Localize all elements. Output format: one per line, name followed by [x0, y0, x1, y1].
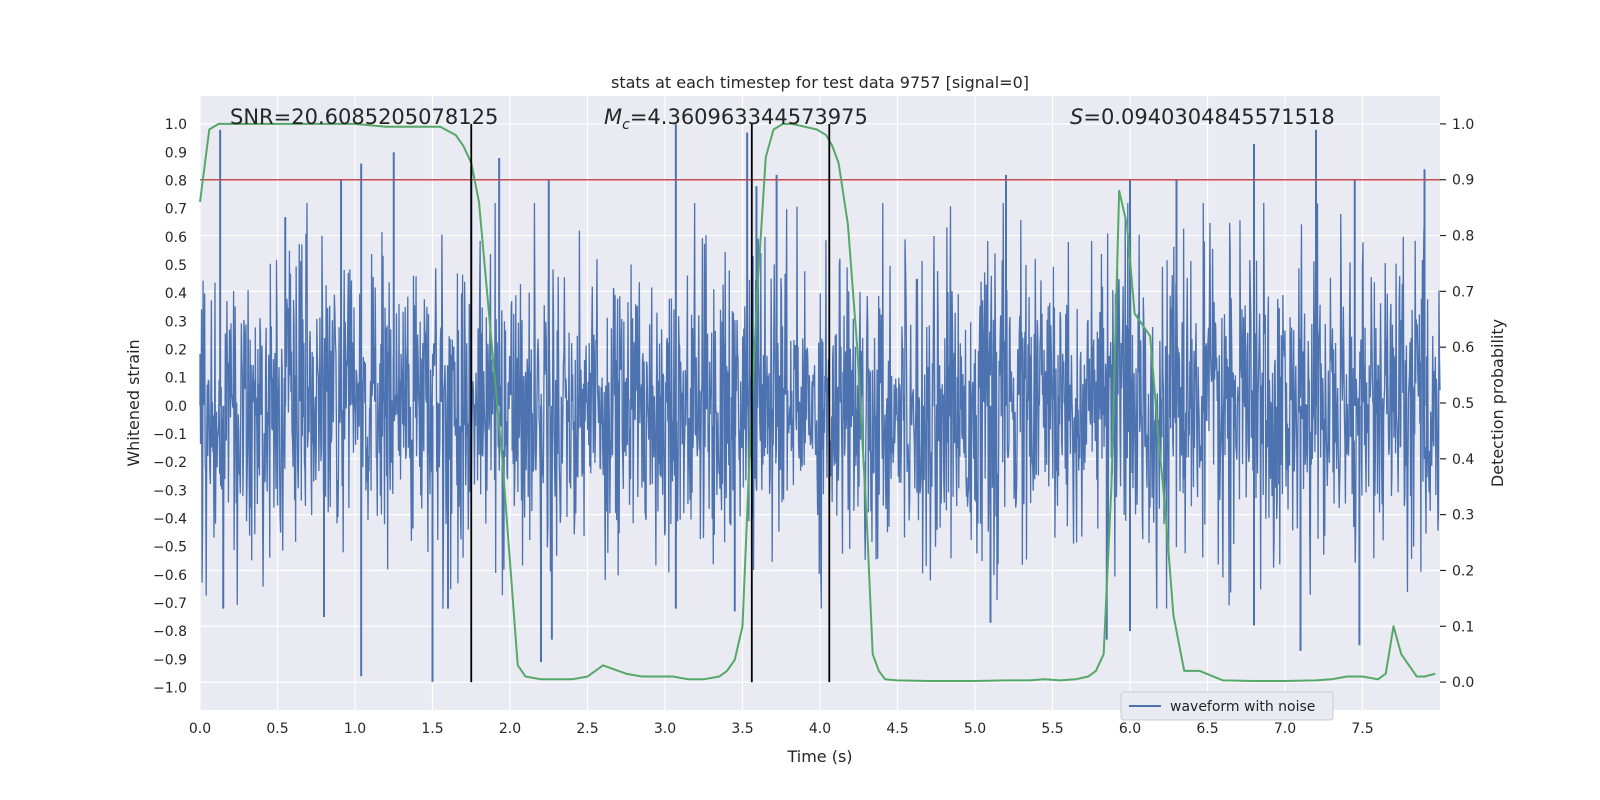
- x-tick-label-15: 7.5: [1351, 721, 1373, 737]
- s-annotation: S=0.0940304845571518: [1070, 105, 1335, 129]
- y-left-tick-label-19: −0.9: [153, 652, 187, 668]
- y-left-tick-label-1: 0.9: [165, 145, 187, 161]
- y-right-tick-label-10: 0.0: [1452, 675, 1474, 691]
- legend-box: [1120, 691, 1334, 721]
- y-left-tick-label-18: −0.8: [153, 624, 187, 640]
- chart-title: stats at each timestep for test data 975…: [611, 73, 1029, 92]
- y-left-tick-label-16: −0.6: [153, 568, 187, 584]
- waveform-noise-path: [199, 203, 1441, 609]
- y-left-tick-label-9: 0.1: [165, 371, 187, 387]
- x-axis-ticks: 0.0 0.5 1.0 1.5 2.0 2.5 3.0 3.5 4.0 4.5 5.0 5.5 6.0 6…: [189, 721, 1374, 737]
- chirp-mass-annotation: Mc=4.360963344573975: [604, 105, 868, 133]
- x-tick-label-8: 4.0: [809, 721, 831, 737]
- legend: waveform with noise: [1120, 691, 1334, 721]
- y-left-tick-label-15: −0.5: [153, 540, 187, 556]
- y-right-tick-label-5: 0.5: [1452, 396, 1474, 412]
- y-left-axis-ticks: 1.0 0.9 0.8 0.7 0.6 0.5 0.4 0.3 0.2 0.1 0.0 −0.1 −0.…: [153, 117, 187, 696]
- y-left-tick-label-10: 0.0: [165, 399, 187, 415]
- y-left-tick-label-6: 0.4: [165, 286, 187, 302]
- detection-probability-line: [199, 122, 1436, 682]
- y-right-tick-label-7: 0.3: [1452, 508, 1474, 524]
- legend-label-waveform: waveform with noise: [1170, 699, 1315, 715]
- x-tick-label-0: 0.0: [189, 721, 211, 737]
- x-tick-label-12: 6.0: [1119, 721, 1141, 737]
- y-left-tick-label-5: 0.5: [165, 258, 187, 274]
- y-right-tick-label-3: 0.7: [1452, 284, 1474, 300]
- y-left-tick-label-7: 0.3: [165, 314, 187, 330]
- y-right-axis-label: Detection probability: [1488, 319, 1507, 487]
- y-left-tick-label-20: −1.0: [153, 680, 187, 696]
- y-right-tick-label-8: 0.2: [1452, 563, 1474, 579]
- y-left-tick-label-4: 0.6: [165, 230, 187, 246]
- y-left-tick-label-3: 0.7: [165, 202, 187, 218]
- chirp-mass-value: =4.360963344573975: [630, 105, 868, 129]
- y-left-tick-label-11: −0.1: [153, 427, 187, 443]
- vertical-markers: [470, 123, 831, 683]
- y-right-tick-label-4: 0.6: [1452, 340, 1474, 356]
- x-tick-label-6: 3.0: [654, 721, 676, 737]
- s-symbol: S: [1070, 105, 1083, 129]
- y-left-tick-label-8: 0.2: [165, 342, 187, 358]
- y-left-tick-label-2: 0.8: [165, 173, 187, 189]
- y-right-tick-label-1: 0.9: [1452, 173, 1474, 189]
- y-left-tick-label-0: 1.0: [165, 117, 187, 133]
- waveform-with-noise-series: [199, 124, 1441, 682]
- x-tick-label-5: 2.5: [576, 721, 598, 737]
- detection-probability-series: [199, 122, 1436, 682]
- y-right-tick-label-6: 0.4: [1452, 452, 1474, 468]
- x-axis-label: Time (s): [786, 747, 852, 766]
- chirp-mass-symbol: M: [604, 105, 622, 129]
- y-left-axis-label: Whitened strain: [124, 339, 143, 466]
- x-tick-label-1: 0.5: [266, 721, 288, 737]
- x-tick-label-13: 6.5: [1196, 721, 1218, 737]
- y-left-tick-label-14: −0.4: [153, 511, 187, 527]
- x-tick-label-10: 5.0: [964, 721, 986, 737]
- y-right-axis-ticks: 1.0 0.9 0.8 0.7 0.6 0.5 0.4 0.3 0.2 0.1 0.0: [1440, 117, 1474, 691]
- x-tick-label-7: 3.5: [731, 721, 753, 737]
- x-tick-label-3: 1.5: [421, 721, 443, 737]
- snr-annotation: SNR=20.6085205078125: [230, 105, 498, 129]
- y-right-tick-label-2: 0.8: [1452, 229, 1474, 245]
- y-left-tick-label-12: −0.2: [153, 455, 187, 471]
- x-tick-label-9: 4.5: [886, 721, 908, 737]
- x-tick-label-14: 7.0: [1274, 721, 1296, 737]
- y-left-tick-label-13: −0.3: [153, 483, 187, 499]
- chirp-mass-subscript: c: [622, 117, 630, 133]
- x-tick-label-4: 2.0: [499, 721, 521, 737]
- s-value: =0.0940304845571518: [1083, 105, 1334, 129]
- y-right-tick-label-9: 0.1: [1452, 619, 1474, 635]
- x-tick-label-2: 1.0: [344, 721, 366, 737]
- y-right-tick-label-0: 1.0: [1452, 117, 1474, 133]
- y-left-tick-label-17: −0.7: [153, 596, 187, 612]
- x-tick-label-11: 5.5: [1041, 721, 1063, 737]
